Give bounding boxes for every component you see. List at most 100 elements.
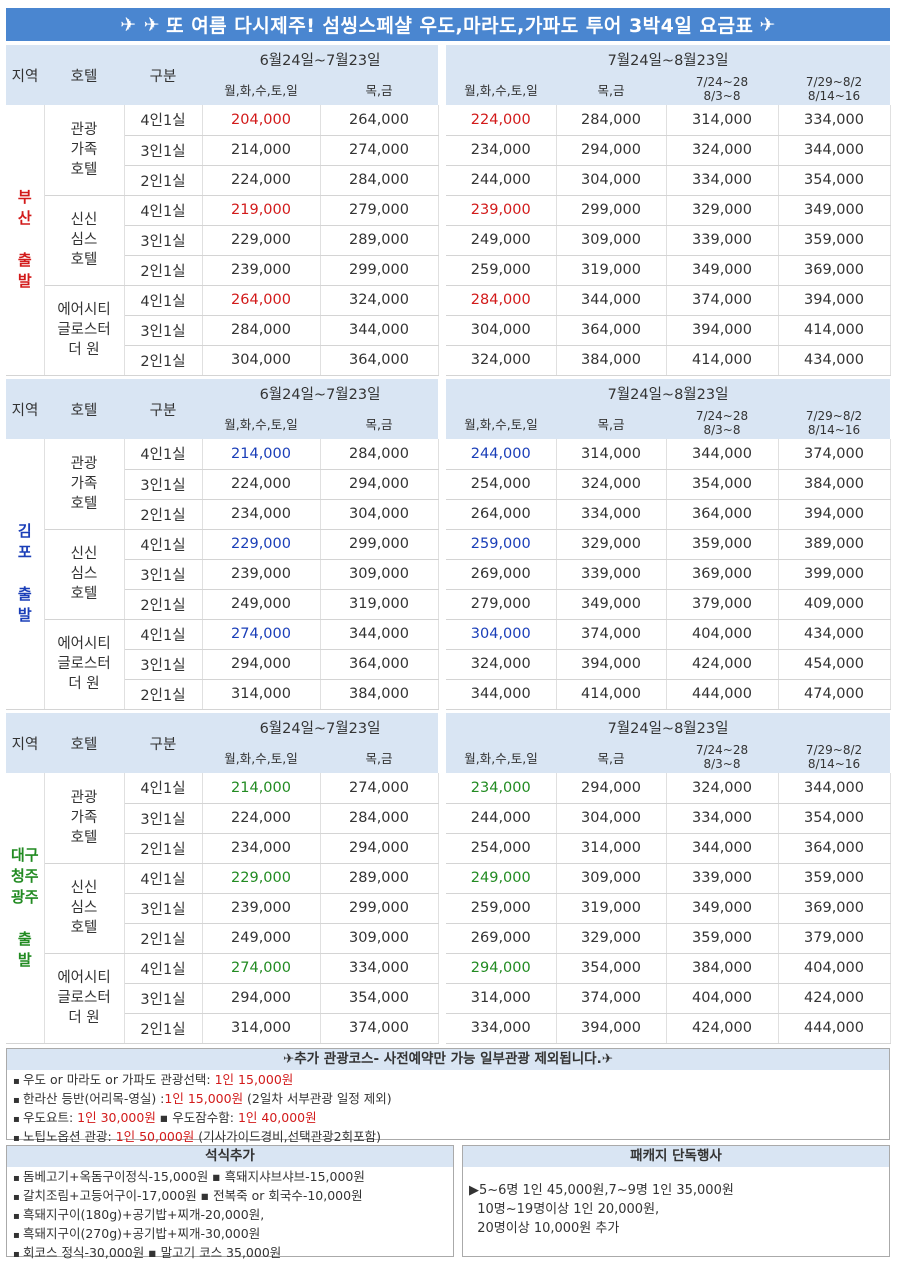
price-cell: 394,000 xyxy=(556,649,667,680)
peak2-dates-a: 7/29~8/2 xyxy=(805,75,863,89)
room-type-header: 구분 xyxy=(124,713,202,773)
peak1-dates-b: 8/3~8 xyxy=(703,757,741,771)
price-cell: 424,000 xyxy=(666,649,779,680)
extra-tour-text: 노팁노옵션 관광: xyxy=(22,1129,116,1144)
region-label: 대구 청주 광주 출 발 xyxy=(6,773,45,1044)
hotel-name: 에어시티 글로스터 더 원 xyxy=(44,953,125,1044)
period1-header: 6월24일~7월23일 xyxy=(202,45,438,73)
price-cell: 434,000 xyxy=(778,345,891,376)
price-cell: 374,000 xyxy=(666,285,779,316)
price-cell: 334,000 xyxy=(320,953,439,984)
room-type: 3인1실 xyxy=(124,803,203,834)
peak1-header: 7/24~28 8/3~8 xyxy=(666,73,778,105)
price-cell: 284,000 xyxy=(556,105,667,136)
price-cell: 229,000 xyxy=(202,529,321,560)
table-row: 3인1실 239,000 309,000 xyxy=(6,559,439,590)
meal-item: ▪ 돔베고기+옥돔구이정식-15,000원 ▪ 흑돼지샤브샤브-15,000원 xyxy=(7,1167,453,1186)
price-cell: 319,000 xyxy=(320,589,439,620)
extra-tour-item: ▪ 우도요트: 1인 30,000원 ▪ 우도잠수함: 1인 40,000원 xyxy=(7,1108,889,1127)
price-cell: 424,000 xyxy=(666,1013,779,1044)
header-row: 월,화,수,토,일 목,금 7/24~28 8/3~8 7/29~8/2 8/14~16 xyxy=(446,73,890,105)
header-row: 월,화,수,토,일 목,금 xyxy=(6,741,438,773)
price-cell: 229,000 xyxy=(202,863,321,894)
hotel-name-line: 호텔 xyxy=(70,495,98,512)
weekday-header: 월,화,수,토,일 xyxy=(202,73,320,105)
bullet-icon: ▪ xyxy=(13,1076,23,1087)
price-cell: 224,000 xyxy=(202,803,321,834)
room-type: 2인1실 xyxy=(124,833,203,864)
airplane-icon: ✈ xyxy=(759,13,776,36)
price-cell: 214,000 xyxy=(202,135,321,166)
price-cell: 294,000 xyxy=(446,953,557,984)
room-type: 2인1실 xyxy=(124,499,203,530)
price-cell: 264,000 xyxy=(446,499,557,530)
price-cell: 294,000 xyxy=(556,773,667,804)
table-row: 2인1실 239,000 299,000 xyxy=(6,255,439,286)
price-cell: 274,000 xyxy=(320,135,439,166)
table-row: 279,000 349,000 379,000 409,000 xyxy=(446,589,891,620)
table-row: 244,000 304,000 334,000 354,000 xyxy=(446,165,891,196)
room-type: 3인1실 xyxy=(124,893,203,924)
price-cell: 244,000 xyxy=(446,803,557,834)
price-cell: 324,000 xyxy=(446,649,557,680)
table-row: 254,000 314,000 344,000 364,000 xyxy=(446,833,891,864)
price-cell: 214,000 xyxy=(202,773,321,804)
price-cell: 259,000 xyxy=(446,893,557,924)
table-row: 244,000 314,000 344,000 374,000 xyxy=(446,439,891,470)
peak2-header: 7/29~8/2 8/14~16 xyxy=(778,407,890,439)
room-type: 2인1실 xyxy=(124,679,203,710)
rate-section: 지역 호텔 구분 6월24일~7월23일 월,화,수,토,일 목,금 김 포 출 발 관광 가족 호텔 4… xyxy=(6,379,891,710)
extra-tour-box: ✈추가 관광코스- 사전예약만 가능 일부관광 제외됩니다.✈ ▪ 우도 or … xyxy=(6,1048,890,1144)
price-cell: 454,000 xyxy=(778,649,891,680)
table-row: 314,000 374,000 404,000 424,000 xyxy=(446,983,891,1014)
price-cell: 374,000 xyxy=(556,619,667,650)
price-cell: 399,000 xyxy=(778,559,891,590)
price-cell: 274,000 xyxy=(202,619,321,650)
hotel-name-line: 가족 xyxy=(70,475,98,492)
price-cell: 319,000 xyxy=(556,255,667,286)
hotel-name-line: 호텔 xyxy=(70,252,98,268)
peak1-dates-a: 7/24~28 xyxy=(695,409,749,423)
room-type: 3인1실 xyxy=(124,983,203,1014)
price-cell: 329,000 xyxy=(556,529,667,560)
hotel-name-line: 호텔 xyxy=(70,920,98,936)
table-row: 에어시티 글로스터 더 원 4인1실 264,000 324,000 xyxy=(6,285,439,376)
price-cell: 334,000 xyxy=(446,1013,557,1044)
price-cell: 219,000 xyxy=(202,195,321,226)
region-label-line: 김 xyxy=(17,522,32,541)
price-cell: 329,000 xyxy=(556,923,667,954)
price-cell: 269,000 xyxy=(446,559,557,590)
weekday-header: 월,화,수,토,일 xyxy=(202,741,320,773)
price-cell: 304,000 xyxy=(556,803,667,834)
table-row: 259,000 319,000 349,000 369,000 xyxy=(446,893,891,924)
peak1-dates-b: 8/3~8 xyxy=(703,423,741,437)
table-row: 3인1실 224,000 294,000 xyxy=(6,469,439,500)
meals-box: 석식추가 ▪ 돔베고기+옥돔구이정식-15,000원 ▪ 흑돼지샤브샤브-15,… xyxy=(6,1145,454,1260)
table-row: 2인1실 304,000 364,000 xyxy=(6,345,439,376)
table-row: 대구 청주 광주 출 발 관광 가족 호텔 4인1실 214,000 274,000 xyxy=(6,773,439,1044)
peak1-dates-a: 7/24~28 xyxy=(695,75,749,89)
price-cell: 254,000 xyxy=(446,833,557,864)
room-type: 2인1실 xyxy=(124,923,203,954)
header-row: 지역 호텔 구분 6월24일~7월23일 xyxy=(6,379,438,439)
price-cell: 324,000 xyxy=(666,135,779,166)
hotel-name: 관광 가족 호텔 xyxy=(44,105,125,196)
package-title: 패캐지 단독행사 xyxy=(463,1146,889,1167)
period1-header: 6월24일~7월23일 xyxy=(202,379,438,407)
header-row: 지역 호텔 구분 6월24일~7월23일 xyxy=(6,45,438,105)
peak2-dates-a: 7/29~8/2 xyxy=(805,743,863,757)
price-cell: 304,000 xyxy=(320,499,439,530)
peak2-dates-b: 8/14~16 xyxy=(807,757,861,771)
table-row: 234,000 294,000 324,000 344,000 xyxy=(446,773,891,804)
region-label-line: 발 xyxy=(17,272,32,291)
room-type: 4인1실 xyxy=(124,619,203,650)
price-cell: 289,000 xyxy=(320,863,439,894)
table-row: 3인1실 239,000 299,000 xyxy=(6,893,439,924)
price-cell: 379,000 xyxy=(778,923,891,954)
room-type: 4인1실 xyxy=(124,953,203,984)
region-label-line: 발 xyxy=(17,606,32,625)
price-cell: 314,000 xyxy=(446,983,557,1014)
hotel-name-line: 호텔 xyxy=(70,161,98,178)
hotel-name: 신신 심스 호텔 xyxy=(44,863,125,954)
price-cell: 349,000 xyxy=(666,255,779,286)
